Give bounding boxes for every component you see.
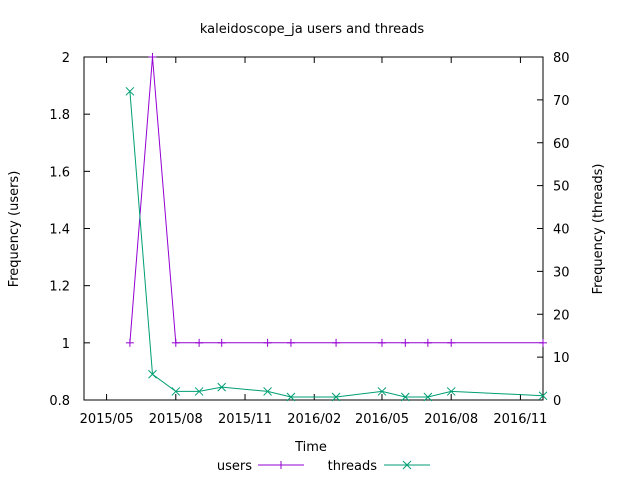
- data-point-users: [423, 338, 432, 347]
- y-right-tick-label: 20: [553, 308, 570, 323]
- data-point-threads: [148, 369, 157, 379]
- data-point-threads: [217, 382, 227, 392]
- y-left-tick-label: 1.6: [49, 165, 70, 180]
- data-point-users: [217, 338, 226, 347]
- chart-title: kaleidoscope_ja users and threads: [200, 22, 424, 37]
- x-tick-label: 2016/08: [424, 412, 478, 427]
- data-point-users: [401, 338, 410, 347]
- plot-frame: [83, 56, 544, 401]
- y-left-tick-label: 1.2: [49, 280, 70, 295]
- x-tick-label: 2016/02: [287, 412, 341, 427]
- data-point-threads: [538, 391, 548, 401]
- data-point-threads: [125, 86, 135, 96]
- legend-label-users: users: [217, 459, 252, 474]
- data-point-users: [377, 338, 386, 347]
- legend-label-threads: threads: [328, 459, 378, 474]
- y-right-tick-label: 10: [553, 351, 570, 366]
- x-tick-label: 2016/05: [355, 412, 409, 427]
- y-right-tick-label: 30: [553, 265, 570, 280]
- data-point-threads: [400, 392, 410, 402]
- data-point-users: [539, 338, 547, 347]
- data-point-threads: [263, 387, 272, 396]
- data-point-threads: [423, 392, 433, 402]
- data-point-users: [286, 338, 295, 347]
- series-threads: [125, 86, 548, 402]
- x-tick-label: 2016/11: [493, 412, 547, 427]
- data-point-users: [447, 338, 456, 347]
- y-left-tick-label: 0.8: [49, 394, 70, 409]
- data-point-users: [148, 53, 157, 61]
- data-point-users: [195, 338, 204, 347]
- data-point-users: [125, 338, 134, 347]
- x-axis-label: Time: [294, 440, 327, 455]
- legend-marker-threads: [402, 460, 412, 470]
- data-point-threads: [194, 387, 204, 396]
- y-right-tick-label: 40: [553, 223, 570, 238]
- y-axis-right-label: Frequency (threads): [591, 164, 606, 295]
- y-left-tick-label: 1.8: [49, 108, 70, 123]
- y-right-tick-label: 80: [553, 51, 570, 66]
- data-point-threads: [171, 387, 181, 396]
- data-point-threads: [331, 392, 341, 402]
- y-left-tick-label: 1.4: [49, 223, 70, 238]
- y-right-tick-label: 70: [553, 94, 570, 109]
- y-axis-right: 0 10 20 30 40 50 60 70 80: [537, 51, 570, 409]
- series-line-users: [129, 56, 543, 344]
- x-tick-label: 2015/11: [218, 412, 272, 427]
- legend-marker-users: [277, 461, 285, 469]
- y-right-tick-label: 60: [553, 137, 570, 152]
- y-left-tick-label: 2: [62, 51, 70, 66]
- x-tick-label: 2015/05: [80, 412, 134, 427]
- data-point-threads: [377, 387, 387, 396]
- series-users: [125, 53, 547, 347]
- series-line-threads: [129, 91, 544, 398]
- data-point-threads: [446, 387, 456, 396]
- y-right-tick-label: 50: [553, 180, 570, 195]
- x-tick-label: 2015/08: [149, 412, 203, 427]
- legend: users threads: [217, 459, 430, 474]
- data-point-users: [171, 338, 180, 347]
- data-point-users: [263, 338, 272, 347]
- plot-border: [83, 56, 544, 401]
- y-left-tick-label: 1: [62, 337, 70, 352]
- y-right-tick-label: 0: [553, 394, 561, 409]
- y-axis-left-label: Frequency (users): [7, 171, 22, 288]
- data-point-threads: [286, 392, 296, 402]
- data-point-users: [332, 338, 341, 347]
- series-layer: [125, 53, 548, 402]
- y-axis-left: 0.8 1 1.2 1.4 1.6 1.8 2: [49, 51, 90, 409]
